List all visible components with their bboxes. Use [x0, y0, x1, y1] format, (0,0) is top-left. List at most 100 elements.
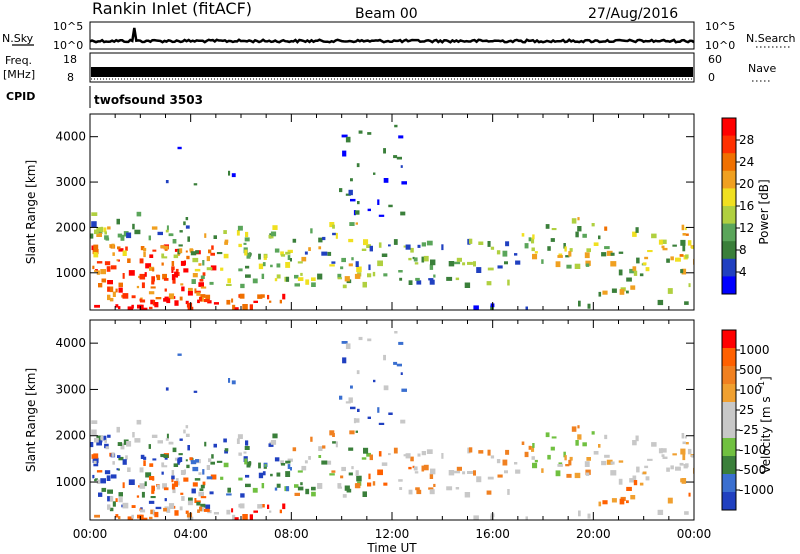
velocity-scatter-cell — [226, 509, 231, 515]
power-scatter-cell — [91, 245, 94, 251]
y-tick-label: 1000 — [55, 475, 86, 489]
velocity-scatter-cell — [139, 483, 146, 489]
velocity-scatter-cell — [152, 509, 156, 516]
power-scatter-cell — [117, 233, 123, 238]
velocity-scatter-cell — [118, 516, 121, 520]
power-scatter-cell — [285, 276, 290, 282]
power-scatter-cell — [187, 291, 193, 296]
power-scatter-cell — [399, 277, 403, 281]
velocity-scatter-cell — [383, 354, 386, 361]
power-scatter-cell — [433, 274, 436, 278]
colorbar-swatch — [722, 188, 736, 207]
velocity-scatter-cell — [318, 455, 322, 458]
power-scatter-cell — [351, 257, 354, 261]
freq-strip: Freq. [MHz] 18 8 60 0 Nave — [3, 52, 776, 84]
power-scatter-cell — [165, 229, 169, 233]
power-scatter-cell — [356, 266, 362, 273]
velocity-scatter-cell — [206, 465, 210, 470]
power-scatter-cell — [593, 242, 599, 246]
power-scatter-cell — [239, 293, 245, 299]
power-scatter-cell — [300, 272, 303, 276]
velocity-scatter-cell — [661, 448, 667, 453]
velocity-scatter-cell — [294, 492, 300, 496]
velocity-scatter-cell — [355, 470, 359, 476]
power-scatter-cell — [193, 183, 198, 186]
colorbar-swatch — [722, 118, 736, 137]
power-scatter-cell — [188, 287, 193, 294]
velocity-scatter-cell — [682, 441, 686, 445]
power-scatter-cell — [331, 261, 336, 264]
velocity-scatter-cell — [187, 445, 190, 451]
velocity-scatter-cell — [145, 472, 152, 478]
power-scatter-cell — [610, 261, 617, 267]
velocity-scatter-cell — [356, 483, 361, 489]
power-scatter-cell — [531, 237, 535, 244]
velocity-scatter-cell — [188, 497, 193, 504]
velocity-scatter-cell — [335, 441, 338, 448]
power-scatter-cell — [502, 250, 508, 257]
power-scatter-cell — [166, 225, 169, 231]
power-scatter-cell — [164, 288, 167, 292]
power-scatter-cell — [98, 283, 103, 288]
power-scatter-cell — [675, 257, 681, 262]
power-scatter-cell — [149, 254, 154, 258]
power-scatter-cell — [200, 286, 207, 289]
power-scatter-cell — [524, 243, 529, 249]
velocity-scatter-cell — [117, 455, 121, 458]
power-scatter-cell — [92, 249, 99, 255]
velocity-scatter-cell — [195, 500, 201, 503]
power-scatter-cell — [541, 259, 544, 264]
power-scatter-cell — [206, 256, 210, 262]
power-scatter-cell — [213, 302, 219, 305]
velocity-scatter-cell — [118, 497, 123, 503]
velocity-scatter-cell — [383, 385, 389, 391]
power-scatter-cell — [577, 217, 580, 221]
power-scatter-cell — [151, 276, 155, 282]
power-scatter-cell — [93, 244, 99, 250]
velocity-scatter-cell — [507, 489, 510, 495]
power-scatter-cell — [185, 300, 189, 305]
velocity-scatter-cell — [236, 438, 240, 444]
power-scatter-cell — [682, 233, 686, 236]
velocity-scatter-cell — [294, 484, 299, 488]
colorbar-tick-label: 12 — [739, 221, 754, 235]
power-scatter-cell — [521, 233, 525, 237]
power-scatter-cell — [294, 274, 299, 279]
power-scatter-cell — [245, 274, 251, 278]
velocity-scatter-cell — [149, 476, 155, 481]
velocity-scatter-cell — [473, 515, 479, 520]
power-scatter-cell — [297, 261, 303, 264]
velocity-scatter-cell — [524, 451, 529, 458]
velocity-scatter-cell — [267, 504, 270, 509]
power-scatter-cell — [194, 288, 197, 294]
power-scatter-cell — [578, 300, 581, 307]
velocity-scatter-cell — [100, 478, 106, 484]
velocity-scatter-cell — [110, 474, 117, 479]
power-scatter-cell — [172, 277, 176, 284]
velocity-scatter-cell — [645, 476, 650, 481]
velocity-scatter-cell — [433, 483, 436, 487]
power-scatter-cell — [639, 273, 644, 277]
velocity-scatter-cell — [243, 451, 247, 454]
power-scatter-cell — [202, 272, 206, 276]
power-scatter-cell — [179, 230, 183, 233]
velocity-scatter-cell — [564, 455, 567, 461]
velocity-scatter-cell — [428, 487, 434, 490]
velocity-scatter-cell — [116, 468, 119, 471]
power-scatter-cell — [280, 251, 284, 256]
power-scatter-cell — [126, 232, 132, 239]
velocity-scatter-cell — [91, 454, 94, 459]
nsearch-tick-top: 10^5 — [705, 20, 735, 33]
power-scatter-cell — [172, 239, 177, 244]
velocity-scatter-cell — [109, 496, 114, 502]
velocity-scatter-cell — [244, 446, 250, 450]
power-scatter-cell — [635, 227, 639, 233]
velocity-scatter-cell — [166, 433, 169, 439]
colorbar-tick-label: 20 — [739, 177, 754, 191]
y-tick-label: 3000 — [55, 175, 86, 189]
power-scatter-cell — [311, 282, 316, 287]
velocity-scatter-cell — [604, 454, 610, 458]
power-scatter-cell — [151, 226, 158, 230]
power-scatter-cell — [462, 262, 466, 266]
velocity-scatter-cell — [455, 487, 460, 490]
